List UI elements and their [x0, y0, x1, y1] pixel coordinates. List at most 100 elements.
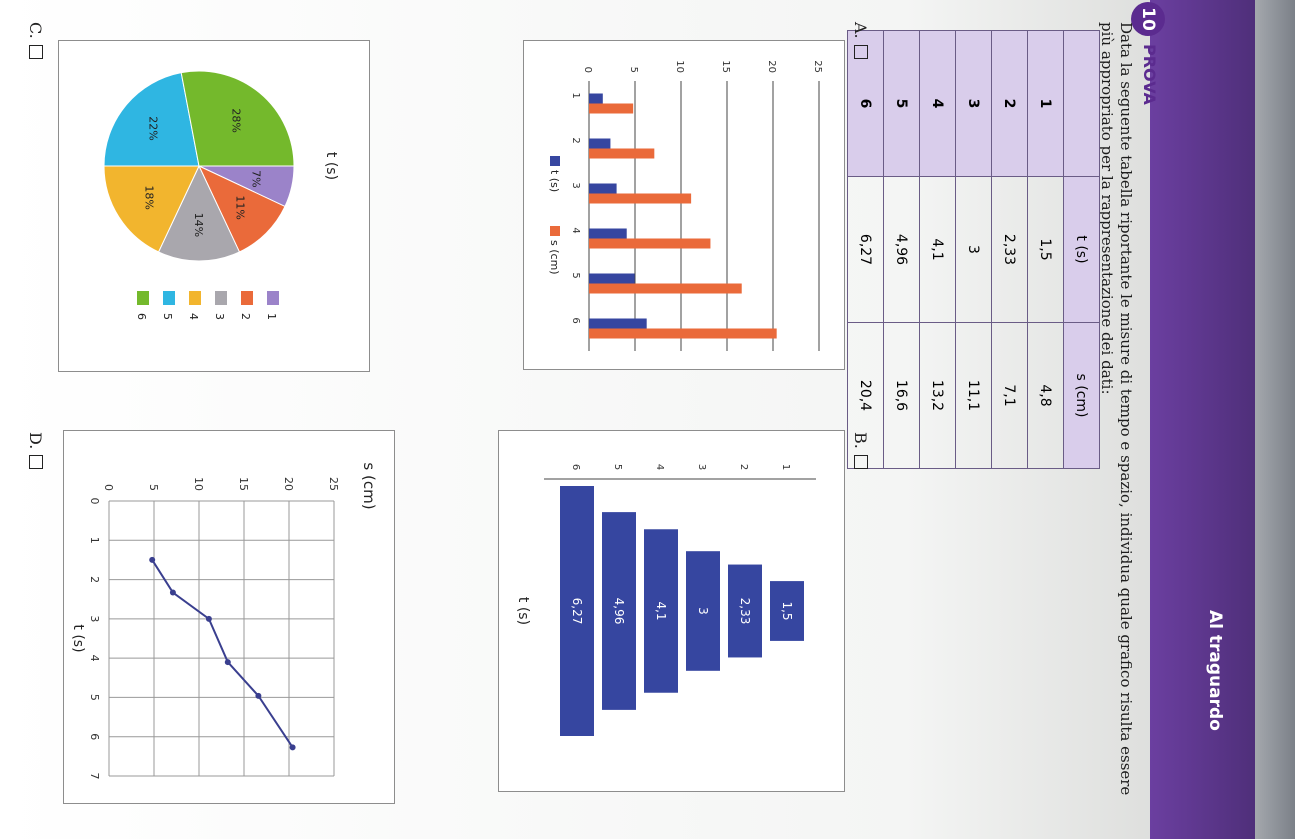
table-body: 1 1,5 4,8 2 2,33 7,1 3 3 11,1 4 4,1 13,2 5 4,96 16,6 6 6… — [847, 30, 1064, 469]
legend-label: 1 — [265, 313, 278, 320]
y-tick-label: 0 — [582, 67, 593, 73]
slice-label: 22% — [147, 116, 160, 140]
header-title: Al traguardo — [1205, 610, 1225, 731]
legend-swatch — [137, 291, 149, 305]
y-tick-label: 25 — [812, 60, 823, 73]
data-point — [224, 659, 231, 666]
option-b-label: B. — [851, 432, 870, 449]
table-header-cell: s (cm) — [1063, 322, 1100, 469]
bar-t — [589, 183, 617, 194]
table-cell: 13,2 — [919, 322, 956, 469]
legend-label: 5 — [161, 313, 174, 320]
slice-label: 7% — [249, 170, 262, 187]
bar — [602, 512, 636, 710]
chart-d: s (cm) 0 5 10 15 20 25 0 1 2 3 4 5 6 7 t (s) — [70, 462, 378, 780]
data-point — [169, 589, 176, 596]
chart-a-panel: 0 5 10 15 20 25 1 2 3 4 5 6 t (s) s (cm) — [523, 40, 845, 370]
category-label: 6 — [570, 464, 581, 470]
table-header-cell — [1063, 30, 1100, 177]
y-tick-label: 10 — [192, 477, 205, 491]
data-label: 1,5 — [780, 601, 794, 620]
bar-t — [589, 273, 635, 284]
slice-label: 14% — [192, 213, 205, 237]
row-index-cell: 5 — [883, 30, 920, 177]
chart-title: t (s) — [323, 152, 339, 180]
table-cell: 4,8 — [1027, 322, 1064, 469]
option-b: B. — [851, 432, 870, 469]
x-tick-label: 7 — [88, 773, 101, 780]
slice-label: 18% — [142, 185, 155, 209]
y-tick-label: 20 — [766, 60, 777, 73]
header-bar — [1150, 0, 1255, 839]
bar-t — [589, 318, 647, 329]
bar — [560, 486, 594, 736]
option-a-label: A. — [851, 22, 870, 39]
x-axis-label: t (s) — [70, 624, 86, 652]
table-row: 5 4,96 16,6 — [883, 30, 920, 469]
bar-s — [588, 193, 692, 204]
data-point — [255, 692, 262, 699]
pie-slice — [180, 70, 295, 167]
legend-label: 6 — [135, 313, 148, 320]
table-row: 1 1,5 4,8 — [1027, 30, 1064, 469]
x-tick-label: 1 — [570, 92, 581, 98]
table-cell: 4,96 — [883, 176, 920, 323]
bar-s — [589, 283, 742, 294]
y-tick-label: 5 — [147, 484, 160, 491]
x-tick-label: 0 — [88, 498, 101, 505]
pie-slice — [157, 164, 241, 262]
category-label: 1 — [780, 464, 791, 470]
option-c-checkbox[interactable] — [29, 44, 43, 59]
y-tick-label: 25 — [327, 477, 340, 491]
bar — [686, 551, 720, 671]
option-a-checkbox[interactable] — [854, 44, 868, 59]
bar — [644, 529, 678, 693]
bar-t — [589, 138, 611, 149]
chart-c-panel: t (s) 7% 11% 14% 18% 22% 28% 1 2 3 4 5 6 — [58, 40, 370, 372]
data-label: 3 — [696, 607, 710, 615]
legend-label: s (cm) — [548, 240, 561, 275]
data-point — [205, 615, 212, 622]
row-index-cell: 1 — [1027, 30, 1064, 177]
data-label: 2,33 — [738, 598, 752, 625]
legend-label: 4 — [187, 313, 200, 320]
bar — [728, 564, 762, 658]
table-cell: 11,1 — [955, 322, 992, 469]
chart-d-panel: s (cm) 0 5 10 15 20 25 0 1 2 3 4 5 6 7 t (s) — [63, 430, 395, 804]
chart-a: 0 5 10 15 20 25 1 2 3 4 5 6 t (s) s (cm) — [548, 60, 823, 351]
legend-swatch — [215, 291, 227, 305]
table-cell: 1,5 — [1027, 176, 1064, 323]
legend-swatch — [550, 226, 560, 236]
option-c: C. — [26, 22, 45, 59]
x-tick-label: 3 — [570, 182, 581, 188]
legend-label: t (s) — [548, 170, 561, 192]
y-tick-label: 20 — [282, 477, 295, 491]
question-text: Data la seguente tabella riportante le m… — [1098, 22, 1135, 796]
option-d-label: D. — [26, 432, 45, 450]
x-tick-label: 6 — [570, 317, 581, 323]
table-cell: 6,27 — [847, 176, 884, 323]
option-a: A. — [851, 22, 870, 59]
option-b-checkbox[interactable] — [854, 454, 868, 469]
category-label: 3 — [696, 464, 707, 470]
series-line — [151, 559, 294, 748]
bar — [770, 581, 804, 641]
y-tick-label: 15 — [720, 60, 731, 73]
option-d-checkbox[interactable] — [29, 455, 43, 470]
chart-b-panel: 1 1,5 2 2,33 3 3 4 4,1 5 4,96 6 6,27 t (s) — [498, 430, 845, 792]
y-tick-label: 10 — [674, 60, 685, 73]
legend-swatch — [241, 291, 253, 305]
table-cell: 4,1 — [919, 176, 956, 323]
data-point — [289, 744, 296, 751]
slice-label: 11% — [234, 195, 247, 219]
option-d: D. — [26, 432, 45, 470]
table-row: 4 4,1 13,2 — [919, 30, 956, 469]
x-tick-label: 4 — [88, 655, 101, 662]
table-cell: 16,6 — [883, 322, 920, 469]
y-tick-label: 0 — [102, 484, 115, 491]
bar-s — [589, 103, 634, 114]
bar-t — [589, 228, 627, 239]
table-cell: 2,33 — [991, 176, 1028, 323]
